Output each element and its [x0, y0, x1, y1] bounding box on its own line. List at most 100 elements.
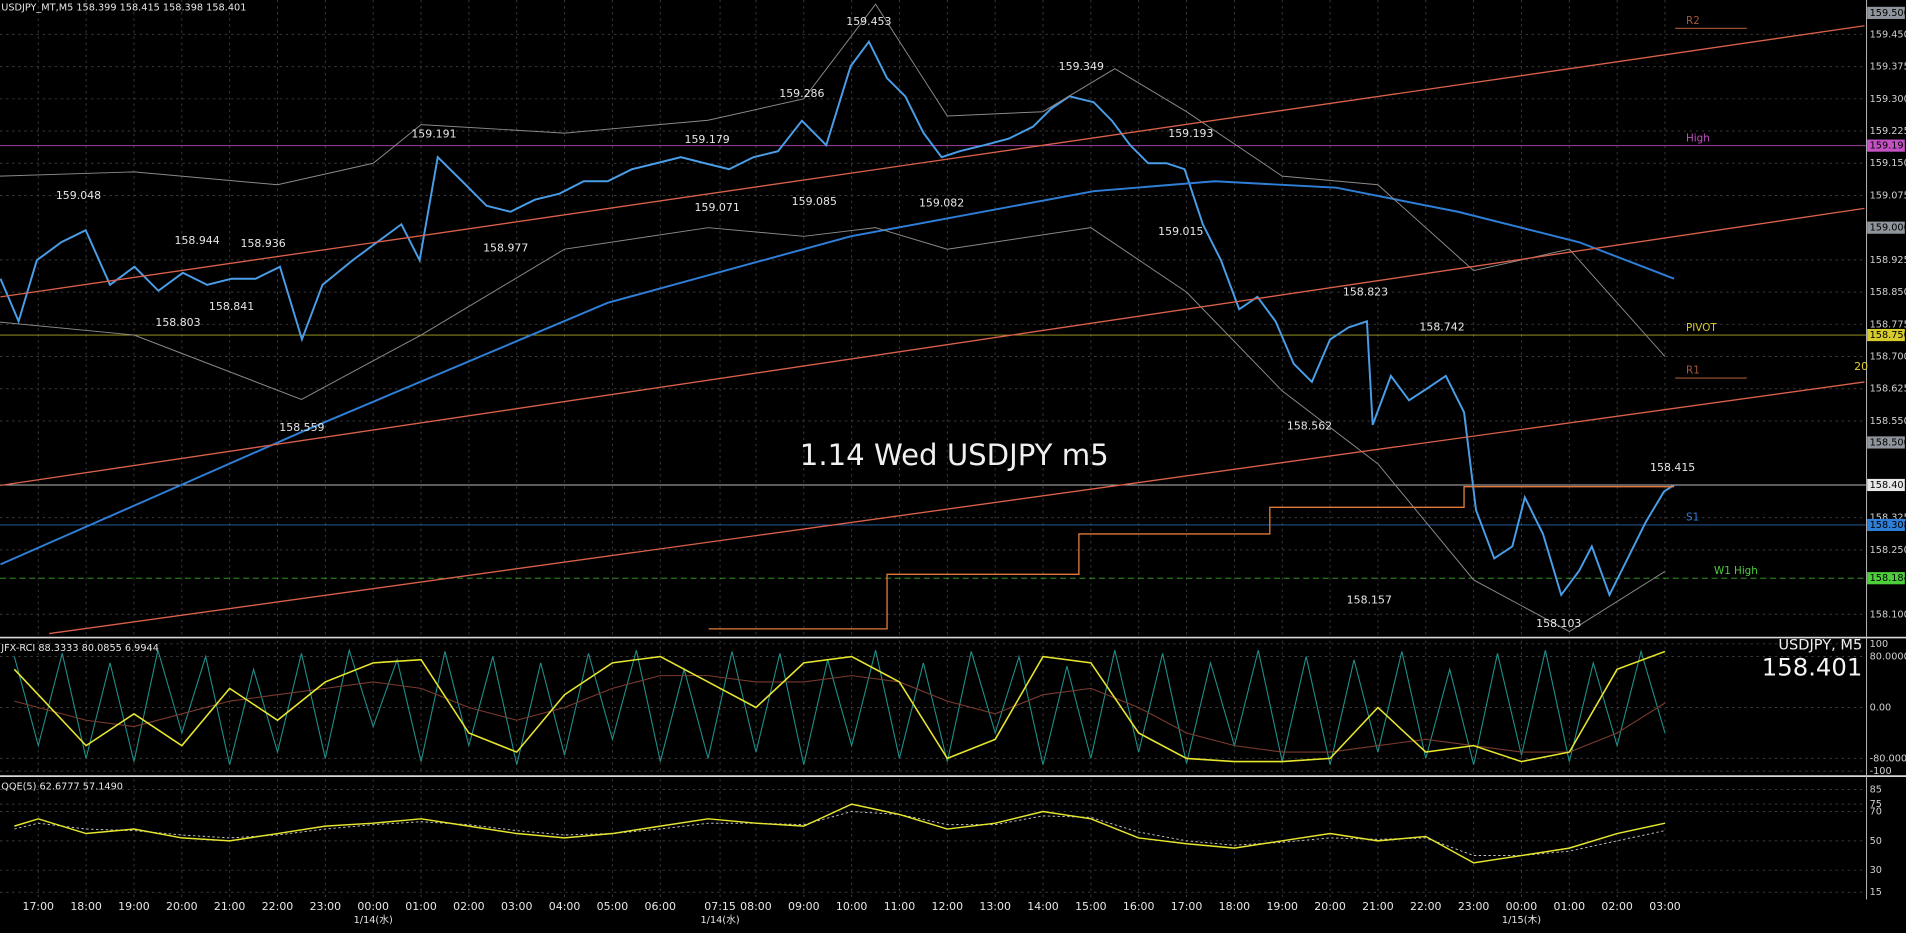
- chart-title: 1.14 Wed USDJPY m5: [800, 438, 1109, 472]
- x-tick-label: 03:00: [1649, 900, 1681, 913]
- price-box-label: 158.401: [1870, 480, 1906, 491]
- price-box: [1867, 518, 1905, 532]
- x-tick-label: 18:00: [1219, 900, 1251, 913]
- x-tick-label: 00:00: [1506, 900, 1538, 913]
- x-tick-label: 20:00: [166, 900, 198, 913]
- price-box-label: 158.500: [1870, 437, 1906, 448]
- x-tick-label: 11:00: [884, 900, 916, 913]
- extreme-label: 159.015: [1158, 225, 1203, 238]
- y-tick-label: 0.00: [1870, 702, 1892, 713]
- indicator-info: USDJPY_MT,M5 158.399 158.415 158.398 158…: [1, 2, 246, 13]
- price-box: [1867, 436, 1905, 449]
- x-tick-label: 19:00: [118, 900, 150, 913]
- x-tick-label: 01:00: [405, 900, 437, 913]
- y-tick-label: 70: [1870, 806, 1882, 817]
- series-line: [14, 803, 1666, 864]
- step-line: [708, 486, 1675, 630]
- x-tick-label: 13:00: [979, 900, 1011, 913]
- x-tick-label: 16:00: [1123, 900, 1155, 913]
- y-tick-label: 158.100: [1870, 609, 1906, 620]
- x-tick-label: 21:00: [214, 900, 246, 913]
- y-tick-label: 100: [1870, 639, 1889, 650]
- y-tick-label: -80.0000: [1870, 753, 1906, 764]
- x-tick-label: 03:00: [501, 900, 533, 913]
- x-tick-label: 23:00: [310, 900, 342, 913]
- extreme-label: 158.841: [209, 300, 254, 313]
- series-line: [0, 25, 1865, 298]
- series-line: [0, 207, 1865, 487]
- extreme-label: 158.103: [1536, 617, 1581, 630]
- x-tick-label: 12:00: [932, 900, 964, 913]
- x-tick-label: 23:00: [1458, 900, 1490, 913]
- y-tick-label: 15: [1870, 887, 1882, 898]
- level-name: R1: [1686, 365, 1700, 377]
- y-tick-label: -100: [1870, 766, 1892, 777]
- x-tick-label: 15:00: [1075, 900, 1107, 913]
- date-label: 1/14(水): [354, 914, 393, 926]
- level-name: High: [1686, 132, 1710, 144]
- x-tick-label: 17:00: [23, 900, 55, 913]
- x-tick-label: 19:00: [1266, 900, 1298, 913]
- price-box: [1867, 572, 1905, 585]
- series-line: [13, 648, 1666, 765]
- x-tick-label: 21:00: [1362, 900, 1394, 913]
- x-tick-label: 10:00: [836, 900, 868, 913]
- extreme-label: 159.453: [846, 15, 891, 28]
- y-tick-label: 158.250: [1870, 545, 1906, 556]
- extreme-label: 159.071: [695, 201, 740, 214]
- y-tick-label: 158.325: [1870, 513, 1906, 524]
- price-box-label: 158.308: [1870, 520, 1906, 531]
- x-tick-label: 06:00: [644, 900, 676, 913]
- x-tick-label: 22:00: [262, 900, 294, 913]
- plot-area: [0, 788, 1866, 893]
- extreme-label: 159.191: [411, 128, 456, 141]
- price-box-label: 159.191: [1870, 141, 1906, 152]
- extreme-label: 158.559: [279, 421, 324, 434]
- x-tick-label: 20:00: [1314, 900, 1346, 913]
- extreme-label: 158.803: [155, 316, 200, 329]
- level-name: S1: [1686, 512, 1699, 524]
- extreme-label: 159.082: [919, 196, 964, 209]
- series-line: [0, 3, 1666, 357]
- y-tick-label: 75: [1870, 799, 1882, 810]
- price-box: [1867, 6, 1905, 19]
- y-tick-label: 158.550: [1870, 416, 1906, 427]
- series-line: [0, 39, 1675, 598]
- x-tick-label: 14:00: [1027, 900, 1059, 913]
- x-tick-label: 09:00: [788, 900, 820, 913]
- x-tick-label: 02:00: [453, 900, 485, 913]
- indicator-info: QQE(5) 62.6777 57.1490: [1, 781, 123, 792]
- level-name: R2: [1686, 15, 1700, 27]
- x-tick-label: 08:00: [740, 900, 772, 913]
- extreme-label: 159.179: [685, 133, 730, 146]
- level-name: PIVOT: [1686, 322, 1717, 334]
- x-tick-label: 01:00: [1554, 900, 1586, 913]
- y-tick-label: 30: [1870, 865, 1882, 876]
- extreme-label: 158.823: [1343, 286, 1388, 299]
- x-tick-label: 17:00: [1171, 900, 1203, 913]
- extreme-label: 158.157: [1347, 594, 1392, 607]
- y-tick-label: 159.300: [1870, 94, 1906, 105]
- series-line: [14, 811, 1666, 857]
- y-tick-label: 159.150: [1870, 158, 1906, 169]
- extreme-label: 159.048: [56, 189, 101, 202]
- extreme-label: 159.193: [1168, 127, 1213, 140]
- price-box: [1867, 221, 1905, 234]
- extreme-label: 159.349: [1059, 60, 1104, 73]
- series-line: [0, 180, 1675, 566]
- x-tick-label: 00:00: [357, 900, 389, 913]
- y-tick-label: 158.700: [1870, 352, 1906, 363]
- indicator-info: JFX-RCI 88.3333 80.0855 6.9944: [0, 643, 159, 654]
- y-tick-label: 159.075: [1870, 190, 1906, 201]
- extreme-label: 158.936: [241, 237, 286, 250]
- x-tick-label: 05:00: [597, 900, 629, 913]
- extreme-label: 158.742: [1419, 321, 1464, 334]
- plot-area: [0, 3, 1866, 635]
- series-line: [49, 381, 1865, 635]
- y-tick-label: 158.625: [1870, 384, 1906, 395]
- x-tick-label: 07:15: [704, 900, 736, 913]
